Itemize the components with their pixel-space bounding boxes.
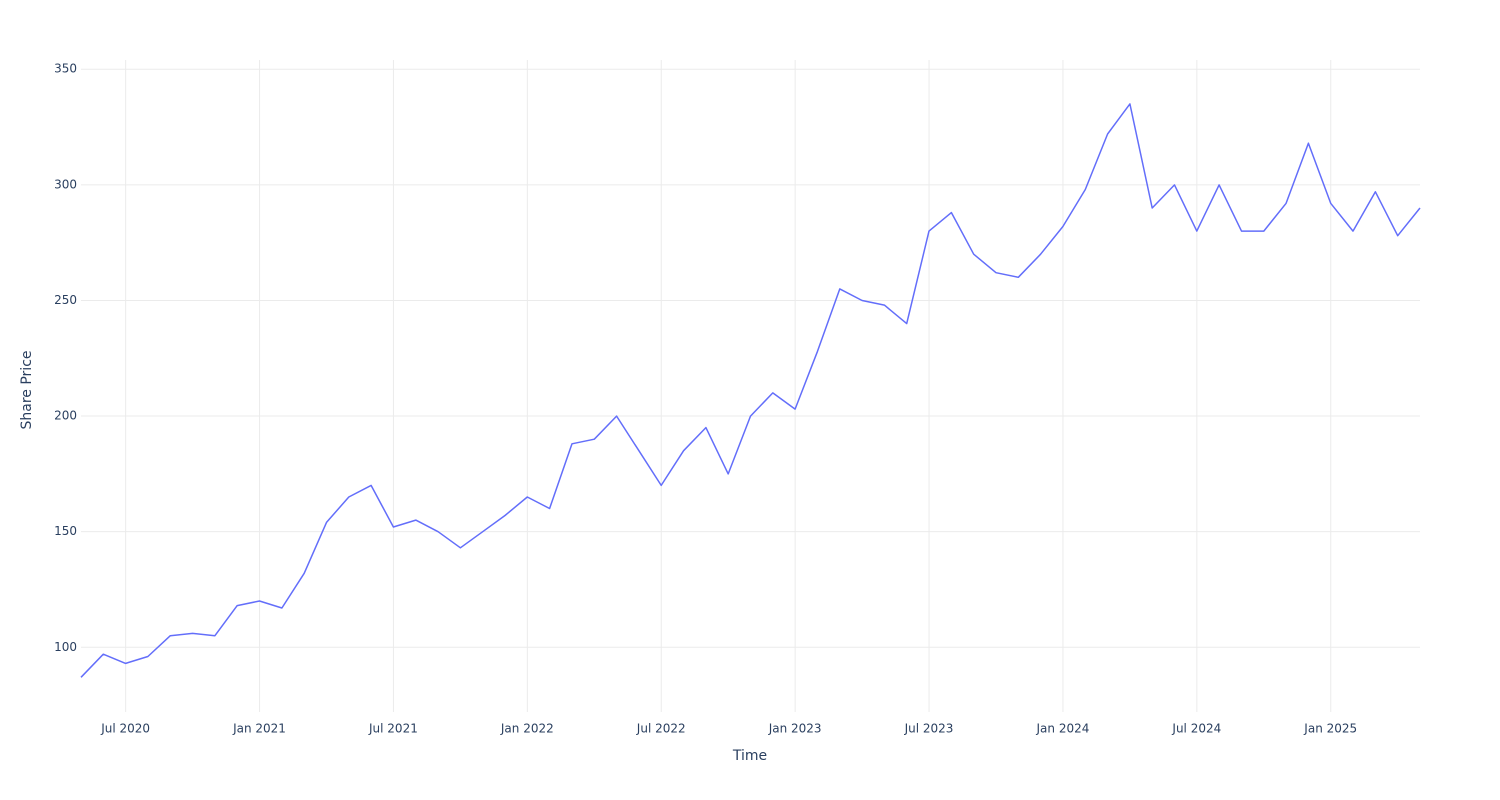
x-tick-label: Jan 2021 (232, 722, 286, 736)
x-tick-label: Jul 2020 (100, 722, 150, 736)
x-tick-label: Jul 2022 (636, 722, 686, 736)
y-tick-label: 100 (54, 640, 77, 654)
y-tick-label: 300 (54, 177, 77, 191)
x-tick-label: Jan 2022 (500, 722, 554, 736)
x-axis-title: Time (732, 748, 767, 764)
x-tick-label: Jul 2021 (368, 722, 418, 736)
x-tick-label: Jan 2024 (1036, 722, 1090, 736)
x-tick-label: Jul 2024 (1171, 722, 1221, 736)
y-tick-label: 200 (54, 409, 77, 423)
y-axis-title: Share Price (19, 350, 35, 429)
y-tick-label: 250 (54, 293, 77, 307)
price-line (80, 103, 1421, 678)
x-tick-label: Jan 2023 (768, 722, 822, 736)
x-tick-label: Jan 2025 (1303, 722, 1357, 736)
y-tick-label: 350 (54, 62, 77, 76)
x-tick-label: Jul 2023 (904, 722, 954, 736)
y-tick-label: 150 (54, 524, 77, 538)
